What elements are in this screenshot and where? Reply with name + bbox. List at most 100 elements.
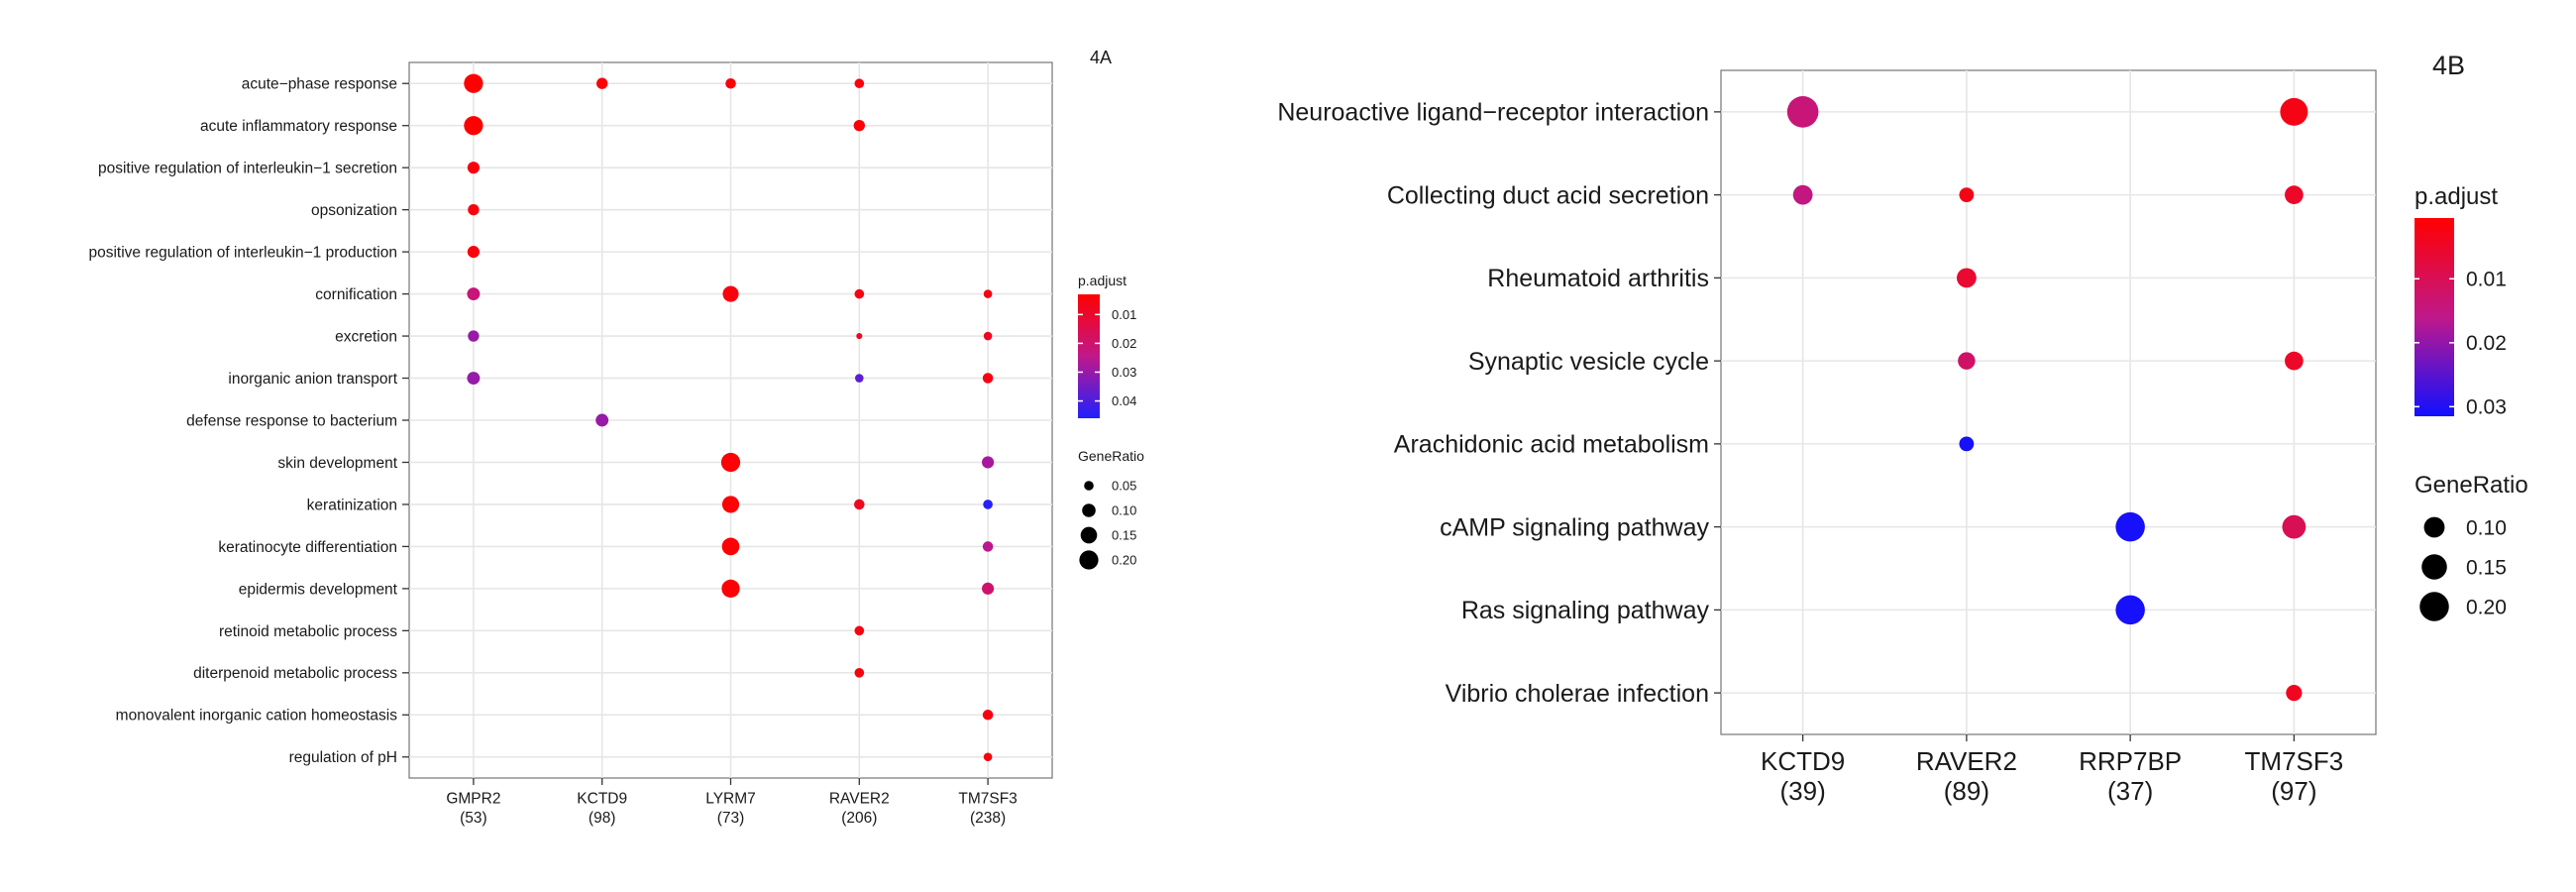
size-legend-title: GeneRatio xyxy=(1078,448,1144,464)
x-tick-label: TM7SF3 xyxy=(958,791,1017,808)
x-tick-label: RAVER2 xyxy=(1916,746,2017,776)
data-point xyxy=(467,246,480,259)
data-point xyxy=(467,162,480,174)
size-legend-dot xyxy=(1079,550,1099,570)
size-legend-dot xyxy=(1082,503,1096,517)
size-legend-dot xyxy=(1084,481,1094,491)
data-point xyxy=(1786,96,1819,128)
data-point xyxy=(854,499,865,510)
y-tick-label: retinoid metabolic process xyxy=(219,623,397,640)
data-point xyxy=(856,333,863,340)
y-tick-label: Arachidonic acid metabolism xyxy=(1394,431,1709,459)
x-tick-label: KCTD9 xyxy=(577,791,627,808)
plot-area xyxy=(1720,69,2377,735)
panel-4b: Neuroactive ligand−receptor interaction C… xyxy=(1277,51,2527,806)
data-point xyxy=(982,456,995,469)
x-tick-label: RAVER2 xyxy=(829,791,890,808)
y-tick-label: opsonization xyxy=(311,202,397,219)
data-point xyxy=(722,285,739,302)
x-tick-count: (53) xyxy=(460,810,487,827)
size-legend-title: GeneRatio xyxy=(2415,472,2528,499)
x-tick-label: TM7SF3 xyxy=(2245,746,2344,776)
y-tick-label: Synaptic vesicle cycle xyxy=(1468,348,1709,376)
x-tick-count: (37) xyxy=(2107,776,2153,806)
data-point xyxy=(2282,514,2307,539)
data-point xyxy=(1958,352,1976,370)
y-tick-label: acute inflammatory response xyxy=(200,118,397,135)
data-point xyxy=(982,373,994,384)
data-point xyxy=(983,752,993,762)
y-tick-label: inorganic anion transport xyxy=(228,371,397,388)
size-legend-dot xyxy=(2421,554,2447,580)
size-legend-label: 0.05 xyxy=(1112,479,1136,494)
data-point xyxy=(725,77,736,89)
y-tick-label: Rheumatoid arthritis xyxy=(1487,265,1709,292)
y-tick-label: positive regulation of interleukin−1 sec… xyxy=(98,161,397,177)
x-tick-label: GMPR2 xyxy=(446,791,500,808)
y-tick-label: Collecting duct acid secretion xyxy=(1387,181,1709,209)
data-point xyxy=(1792,184,1813,205)
x-tick-count: (97) xyxy=(2271,776,2316,806)
data-point xyxy=(1956,268,1977,288)
size-legend-label: 0.20 xyxy=(1112,553,1136,568)
data-points xyxy=(464,73,995,762)
panel-label: 4A xyxy=(1090,48,1112,67)
data-point xyxy=(721,579,740,599)
x-tick-count: (238) xyxy=(970,810,1006,827)
y-tick-label: epidermis development xyxy=(239,581,398,598)
y-tick-label: keratinization xyxy=(307,497,397,513)
data-point xyxy=(464,73,483,93)
color-legend-label: 0.03 xyxy=(2466,396,2507,419)
data-point xyxy=(855,374,864,383)
color-legend-title: p.adjust xyxy=(1078,273,1127,288)
data-point xyxy=(853,120,865,132)
size-legend-label: 0.10 xyxy=(2466,516,2507,539)
data-points xyxy=(1786,96,2308,702)
color-legend-title: p.adjust xyxy=(2415,183,2498,210)
size-legend-label: 0.15 xyxy=(1112,528,1136,543)
y-tick-label: acute−phase response xyxy=(242,76,397,93)
y-tick-label: diterpenoid metabolic process xyxy=(193,665,397,682)
data-point xyxy=(982,541,994,552)
data-point xyxy=(854,78,865,89)
size-legend-label: 0.20 xyxy=(2466,596,2507,618)
x-tick-label: KCTD9 xyxy=(1761,746,1845,776)
y-tick-label: cAMP signaling pathway xyxy=(1440,513,1709,541)
x-tick-count: (39) xyxy=(1780,776,1826,806)
y-tick-label: skin development xyxy=(277,455,397,472)
color-legend-label: 0.01 xyxy=(2466,269,2507,291)
data-point xyxy=(2280,97,2308,126)
data-point xyxy=(983,331,993,341)
data-point xyxy=(464,116,483,136)
data-point xyxy=(721,537,740,556)
color-bar xyxy=(1078,294,1100,418)
panel-label: 4B xyxy=(2432,51,2465,80)
x-tick-label: RRP7BP xyxy=(2079,746,2182,776)
y-tick-label: defense response to bacterium xyxy=(186,412,397,429)
color-legend-label: 0.01 xyxy=(1112,307,1136,322)
data-point xyxy=(854,625,865,636)
data-point xyxy=(596,77,608,89)
size-legend-dot xyxy=(1080,526,1098,544)
color-legend-label: 0.02 xyxy=(1112,336,1136,351)
x-tick-count: (89) xyxy=(1944,776,1989,806)
size-legend-label: 0.10 xyxy=(1112,503,1136,518)
data-point xyxy=(854,288,865,299)
size-legend-label: 0.15 xyxy=(2466,556,2507,579)
data-point xyxy=(854,668,865,678)
y-tick-label: regulation of pH xyxy=(289,749,397,766)
data-point xyxy=(721,496,740,513)
y-tick-label: monovalent inorganic cation homeostasis xyxy=(116,708,398,725)
color-legend-label: 0.02 xyxy=(2466,332,2507,355)
color-legend-label: 0.03 xyxy=(1112,365,1136,380)
data-point xyxy=(595,413,609,427)
size-legend-dot xyxy=(2423,516,2445,538)
data-point xyxy=(1959,187,1975,203)
y-tick-label: Vibrio cholerae infection xyxy=(1446,680,1709,708)
data-point xyxy=(982,710,994,721)
data-point xyxy=(982,582,995,595)
data-point xyxy=(468,203,480,216)
data-point xyxy=(983,289,993,298)
data-point xyxy=(2115,511,2145,542)
